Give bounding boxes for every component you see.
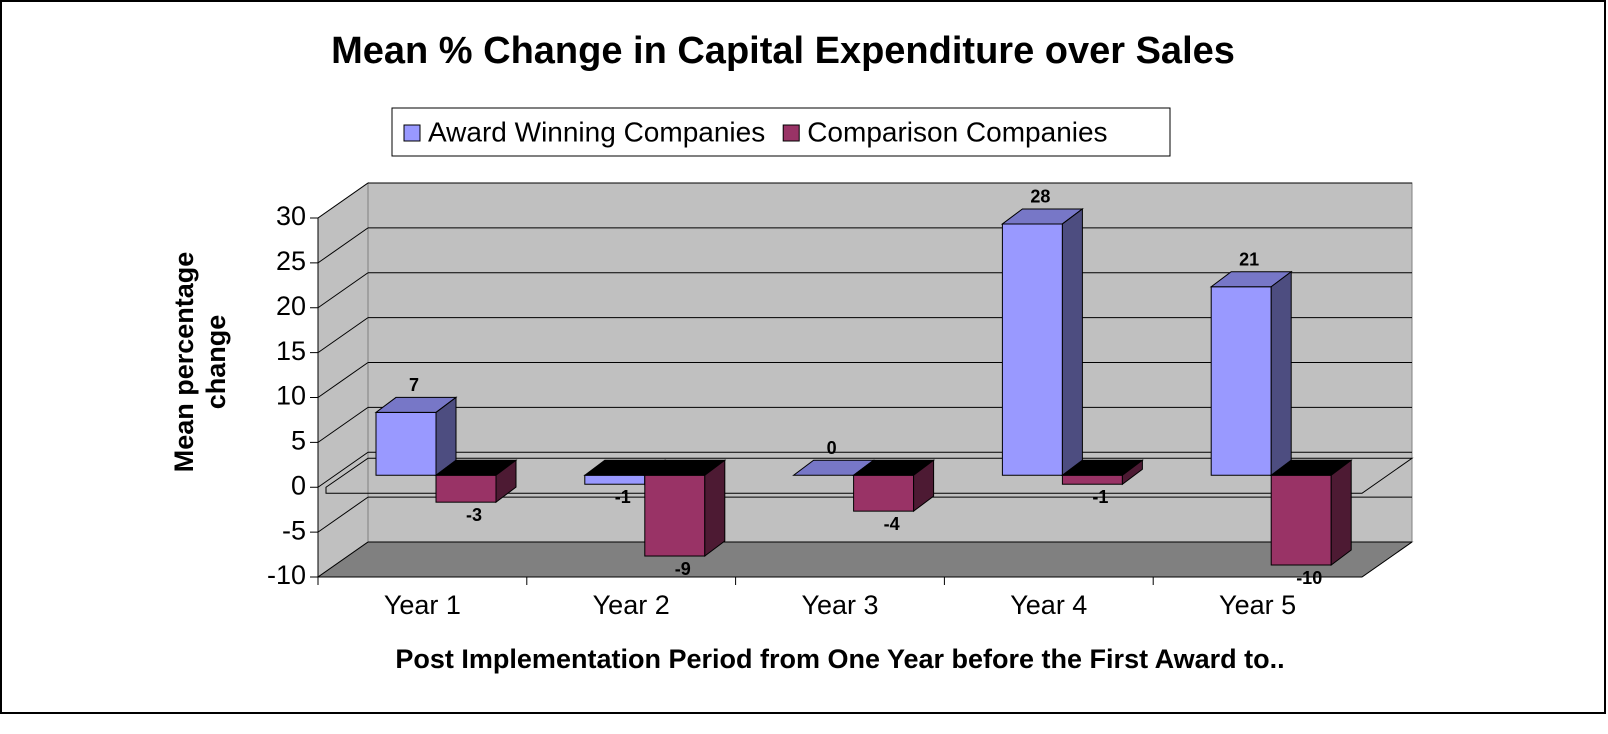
grid-line xyxy=(317,496,369,533)
x-tick-label: Year 3 xyxy=(801,590,878,620)
grid-line xyxy=(317,362,369,398)
legend-swatch xyxy=(403,124,421,142)
bar xyxy=(1210,286,1272,476)
data-label: -3 xyxy=(466,505,482,525)
legend-label: Award Winning Companies xyxy=(428,116,765,147)
data-label: 21 xyxy=(1239,250,1259,270)
data-label: 0 xyxy=(827,438,837,458)
y-tick-label: 10 xyxy=(276,381,306,411)
x-tick-label: Year 1 xyxy=(384,590,461,620)
data-label: 7 xyxy=(409,375,419,395)
y-tick-label: 30 xyxy=(276,201,306,231)
data-label: -4 xyxy=(884,514,900,534)
y-tick-label: 5 xyxy=(291,426,306,456)
bar xyxy=(1061,474,1123,485)
bar-side xyxy=(704,459,726,558)
bar-side xyxy=(913,459,935,513)
data-label: -10 xyxy=(1296,568,1322,588)
bar xyxy=(853,474,915,512)
y-tick-label: 25 xyxy=(276,246,306,276)
y-tick-label: 15 xyxy=(276,336,306,366)
bar xyxy=(375,411,437,476)
y-tick-label: -5 xyxy=(282,515,306,545)
bar-side xyxy=(1121,459,1143,486)
bar xyxy=(435,474,497,503)
x-tick-label: Year 5 xyxy=(1219,590,1296,620)
chart-title: Mean % Change in Capital Expenditure ove… xyxy=(331,30,1235,72)
zero-plane xyxy=(325,457,1414,494)
data-label: -9 xyxy=(675,559,691,579)
x-axis xyxy=(1361,541,1413,578)
legend-label: Comparison Companies xyxy=(807,116,1107,147)
x-tick-label: Year 2 xyxy=(593,590,670,620)
bar-side xyxy=(1270,270,1292,477)
data-label: 28 xyxy=(1030,187,1050,207)
grid-line xyxy=(317,272,369,309)
bar-side xyxy=(1330,459,1352,566)
data-label: -1 xyxy=(615,487,631,507)
bar xyxy=(1270,474,1332,566)
x-tick-label: Year 4 xyxy=(1010,590,1087,620)
grid-line xyxy=(317,451,369,488)
legend-box xyxy=(391,107,1171,157)
bar xyxy=(1001,223,1063,476)
y-axis-title: Mean percentage change xyxy=(169,251,231,473)
bar-side xyxy=(495,459,517,504)
y-tick-label: -10 xyxy=(267,560,306,590)
legend-swatch xyxy=(782,124,800,142)
grid-line xyxy=(317,406,369,443)
data-label: -1 xyxy=(1092,487,1108,507)
grid-line xyxy=(317,541,369,578)
grid-line xyxy=(317,182,369,219)
bar-side xyxy=(1061,207,1083,477)
y-tick-label: 20 xyxy=(276,291,306,321)
floor xyxy=(316,541,1414,578)
grid-line xyxy=(317,227,369,264)
y-tick-label: 0 xyxy=(291,470,306,500)
bar xyxy=(644,474,706,557)
grid-line xyxy=(317,317,369,354)
x-axis-title: Post Implementation Period from One Year… xyxy=(395,644,1284,674)
bar xyxy=(584,474,646,485)
